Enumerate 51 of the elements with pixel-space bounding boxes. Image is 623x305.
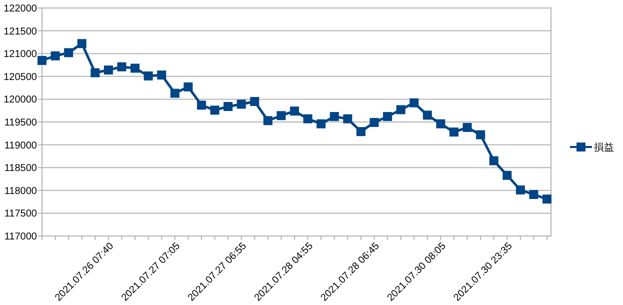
point [210,106,220,115]
point [396,105,406,114]
point [529,190,538,200]
y-tick-label: 117500 [4,208,38,220]
point [38,56,46,65]
point [343,114,352,124]
point [383,112,392,122]
point [356,127,366,136]
point [50,51,60,60]
point [196,100,206,110]
y-tick-label: 117000 [4,232,38,242]
point [77,39,86,48]
point [502,170,512,180]
point [130,64,140,73]
point [489,156,498,166]
point [170,88,180,98]
point [64,48,74,58]
point [263,116,272,126]
point [370,118,379,127]
y-tick-label: 120500 [4,72,38,83]
point [542,194,552,204]
point [290,106,299,116]
y-tick-label: 119500 [4,118,38,128]
point [476,130,486,140]
point [449,128,458,137]
y-tick-label: 118500 [4,163,38,174]
point [422,110,432,120]
y-tick-label: 122000 [4,4,38,14]
point [316,119,326,128]
point [104,66,113,75]
point [436,119,446,128]
point [144,71,153,80]
point [330,112,339,122]
point [117,62,126,72]
point [184,82,193,92]
y-tick-label: 121000 [4,49,38,60]
point [303,114,312,124]
point [462,122,472,132]
point [90,68,100,78]
point [516,185,525,194]
point [236,100,246,109]
y-tick-label: 120000 [4,94,38,106]
y-tick-label: 118000 [4,186,38,197]
point [224,102,233,111]
legend-label: 損益 [594,142,614,154]
point [276,111,286,120]
y-tick-label: 119000 [4,140,38,152]
point [157,70,166,80]
y-tick-label: 121500 [4,26,38,38]
point [250,96,260,106]
point [410,98,419,108]
